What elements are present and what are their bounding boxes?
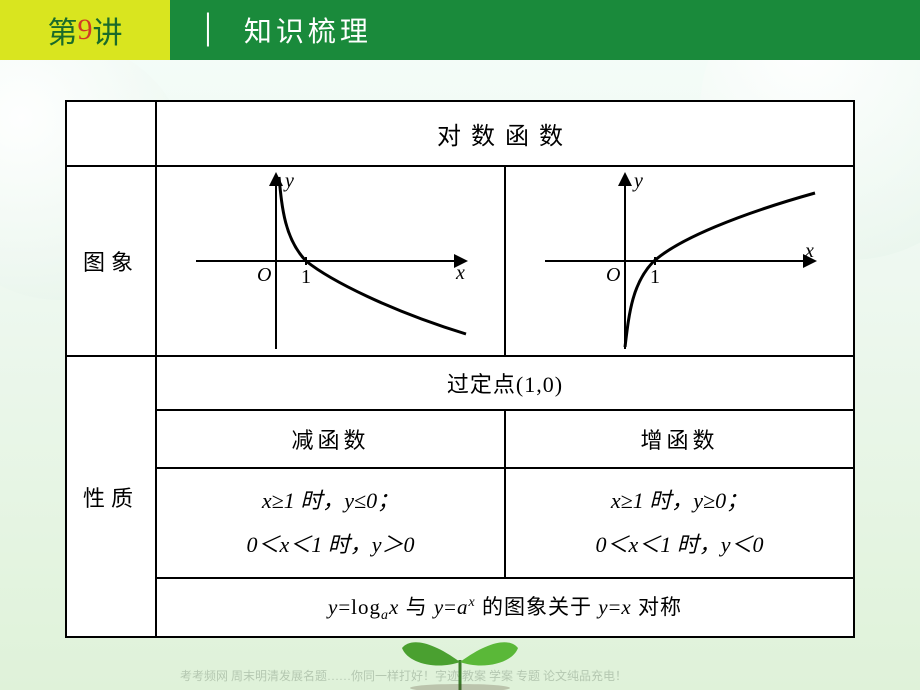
table-sign-row: x≥1 时，y≤0； 0＜x＜1 时，y＞0 x≥1 时，y≥0； 0＜x＜1 … bbox=[66, 468, 854, 578]
origin-label: O bbox=[257, 264, 271, 286]
header-title-wrap: │ 知识梳理 bbox=[170, 10, 920, 50]
slide-header: 第9讲 │ 知识梳理 bbox=[0, 0, 920, 60]
graph-row-label: 图象 bbox=[66, 166, 156, 356]
table-header-row: 对数函数 bbox=[66, 101, 854, 166]
x-axis-label: x bbox=[804, 240, 814, 262]
lecture-number: 9 bbox=[78, 13, 93, 47]
sign-right-line2: 0＜x＜1 时，y＜0 bbox=[595, 532, 763, 557]
sign-left-cell: x≥1 时，y≤0； 0＜x＜1 时，y＞0 bbox=[156, 468, 505, 578]
y-axis-label: y bbox=[632, 170, 643, 192]
sign-right-cell: x≥1 时，y≥0； 0＜x＜1 时，y＜0 bbox=[505, 468, 854, 578]
watermark-bottom: 考考频网 周末明清发展名题……你同一样打好！字迹 教案 学案 专题 论文纯品充电… bbox=[180, 667, 627, 684]
tick-label-1: 1 bbox=[301, 266, 311, 288]
monotone-decreasing-cell: 减函数 bbox=[156, 410, 505, 468]
lecture-prefix: 第 bbox=[48, 8, 78, 52]
sign-left-line1: x≥1 时，y≤0； bbox=[262, 488, 399, 513]
graph-cell-decreasing: x y O 1 bbox=[156, 166, 505, 356]
lecture-badge: 第9讲 bbox=[0, 0, 170, 60]
table-title-cell: 对数函数 bbox=[156, 101, 854, 166]
header-divider: │ bbox=[198, 14, 222, 46]
tick-label-1: 1 bbox=[650, 266, 660, 288]
sign-right-line1: x≥1 时，y≥0； bbox=[611, 488, 748, 513]
log-function-table: 对数函数 图象 x y O 1 bbox=[65, 100, 855, 638]
table-corner-cell bbox=[66, 101, 156, 166]
symmetry-cell: y=logax 与 y=ax 的图象关于 y=x 对称 bbox=[156, 578, 854, 637]
lecture-suffix: 讲 bbox=[93, 8, 123, 52]
origin-label: O bbox=[606, 264, 620, 286]
log-graph-decreasing: x y O 1 bbox=[181, 169, 481, 354]
log-curve bbox=[279, 177, 466, 334]
log-graph-increasing: x y O 1 bbox=[530, 169, 830, 354]
fixed-point-cell: 过定点(1,0) bbox=[156, 356, 854, 410]
header-title: 知识梳理 bbox=[244, 10, 372, 50]
sign-left-line2: 0＜x＜1 时，y＞0 bbox=[246, 532, 414, 557]
table-monotonicity-row: 减函数 增函数 bbox=[66, 410, 854, 468]
table-fixedpoint-row: 性质 过定点(1,0) bbox=[66, 356, 854, 410]
table-symmetry-row: y=logax 与 y=ax 的图象关于 y=x 对称 bbox=[66, 578, 854, 637]
table-graph-row: 图象 x y O 1 bbox=[66, 166, 854, 356]
graph-cell-increasing: x y O 1 bbox=[505, 166, 854, 356]
monotone-increasing-cell: 增函数 bbox=[505, 410, 854, 468]
y-axis-label: y bbox=[283, 170, 294, 192]
properties-row-label: 性质 bbox=[66, 356, 156, 637]
x-axis-label: x bbox=[455, 262, 465, 284]
